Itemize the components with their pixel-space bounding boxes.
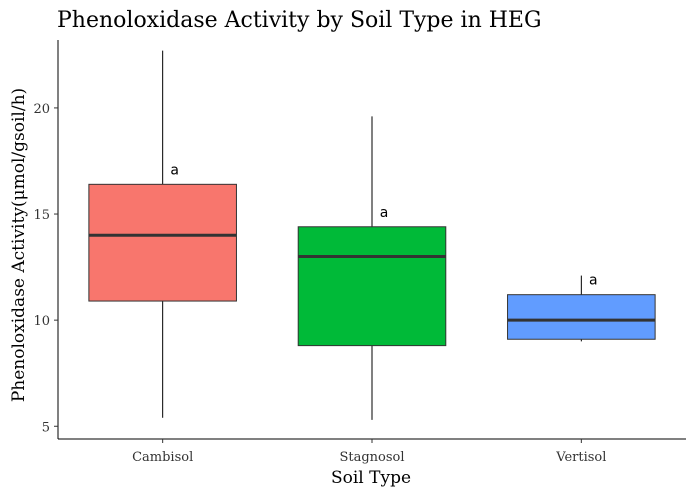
x-axis-label: Soil Type [331,468,411,488]
y-axis-ticks: 5 10 15 20 [33,102,58,435]
iqr-box [88,183,237,302]
x-tick-label: Stagnosol [339,450,404,465]
iqr-box [297,226,447,347]
plot-area: a a a [88,50,656,420]
significance-letter: a [589,273,598,289]
y-tick-label: 15 [33,208,50,223]
box-stagnosol: a [297,116,447,420]
y-tick-label: 5 [42,420,50,435]
x-tick-label: Vertisol [555,450,606,465]
significance-letter: a [380,205,389,221]
x-tick-label: Cambisol [132,450,193,465]
box-cambisol: a [88,50,237,418]
y-tick-label: 10 [33,314,50,329]
y-tick-label: 20 [33,102,50,117]
box-vertisol: a [507,273,656,342]
iqr-box [507,294,656,340]
y-axis-label: Phenoloxidase Activity(μmol/gsoil/h) [9,88,29,402]
significance-letter: a [170,162,179,178]
x-axis-ticks: Cambisol Stagnosol Vertisol [132,439,606,465]
chart-title: Phenoloxidase Activity by Soil Type in H… [57,8,542,33]
